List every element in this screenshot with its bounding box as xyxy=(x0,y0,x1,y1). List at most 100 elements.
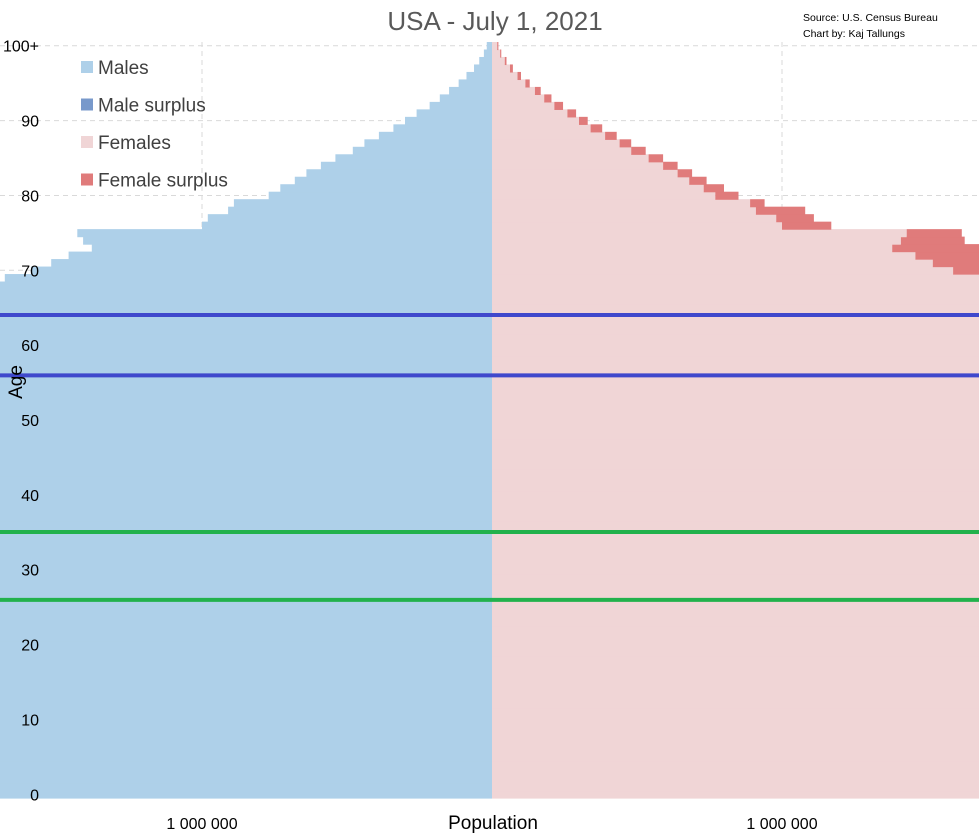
male-bar xyxy=(0,289,492,298)
female-bar xyxy=(492,498,979,507)
female-bar xyxy=(492,431,979,440)
female-bar xyxy=(492,521,979,530)
male-bar xyxy=(0,565,493,575)
male-bar xyxy=(479,56,492,66)
male-bar xyxy=(0,678,493,687)
female-bar xyxy=(492,139,620,148)
female-bar xyxy=(492,618,979,627)
male-bar xyxy=(439,94,492,103)
female-bar xyxy=(492,663,979,672)
male-bar xyxy=(0,768,492,777)
annotation-ellipse xyxy=(0,312,979,378)
male-bar xyxy=(268,191,492,200)
male-bar xyxy=(0,760,493,769)
male-bar xyxy=(0,378,493,387)
female-bar xyxy=(492,303,979,313)
male-bar xyxy=(0,356,493,365)
female-surplus-bar xyxy=(776,214,814,223)
female-bar xyxy=(492,109,568,118)
male-bar xyxy=(0,738,492,747)
female-bar xyxy=(492,341,979,350)
female-bar xyxy=(492,543,979,552)
female-bar xyxy=(492,191,716,200)
male-bar xyxy=(0,513,492,522)
male-bar xyxy=(0,640,492,649)
legend-label: Males xyxy=(98,58,149,79)
female-bar xyxy=(492,760,979,769)
female-bar xyxy=(492,244,893,253)
bars xyxy=(0,42,979,799)
y-tick-label: 90 xyxy=(21,114,39,131)
female-bar xyxy=(492,438,979,447)
male-bar xyxy=(0,753,492,762)
female-bar xyxy=(492,423,979,432)
female-bar xyxy=(492,715,979,724)
female-bar xyxy=(492,86,535,95)
female-bar xyxy=(492,491,979,500)
male-bar xyxy=(0,610,492,619)
female-surplus-bar xyxy=(509,64,513,73)
female-bar xyxy=(492,266,954,275)
female-bar xyxy=(492,184,704,193)
female-bar xyxy=(492,536,979,545)
male-bar xyxy=(0,281,492,290)
female-surplus-bar xyxy=(579,116,588,125)
female-bar xyxy=(492,79,526,88)
female-bar xyxy=(492,730,979,739)
male-bar xyxy=(0,625,492,634)
female-bar xyxy=(492,708,979,717)
male-bar xyxy=(0,670,492,679)
female-bar xyxy=(492,476,979,485)
male-bar xyxy=(466,71,492,81)
male-bar xyxy=(0,491,492,500)
y-tick-label: 80 xyxy=(21,188,39,205)
female-surplus-bar xyxy=(900,236,965,245)
female-bar xyxy=(492,483,979,492)
y-tick-label: 70 xyxy=(21,263,39,280)
male-bar xyxy=(486,42,492,51)
y-tick-label: 0 xyxy=(30,787,39,804)
female-bar xyxy=(492,318,979,328)
male-bar xyxy=(405,116,492,125)
female-bar xyxy=(492,326,979,335)
female-bar xyxy=(492,348,979,357)
female-bar xyxy=(492,124,591,133)
female-bar xyxy=(492,558,979,567)
female-bar xyxy=(492,723,979,732)
male-bar xyxy=(0,603,493,612)
y-tick-label: 60 xyxy=(21,338,39,355)
x-axis-label: Population xyxy=(448,813,538,834)
female-bar xyxy=(492,640,979,649)
female-bar xyxy=(492,206,756,215)
female-surplus-bar xyxy=(689,176,707,185)
male-bar xyxy=(228,206,492,215)
male-bar xyxy=(0,580,492,590)
female-bar xyxy=(492,745,979,754)
male-bar xyxy=(0,588,493,597)
female-surplus-bar xyxy=(953,266,979,275)
male-bar xyxy=(393,124,492,133)
female-bar xyxy=(492,289,979,298)
male-bar xyxy=(233,199,492,208)
male-bar xyxy=(0,461,493,470)
male-bar xyxy=(51,259,492,268)
female-bar xyxy=(492,94,545,103)
female-bar xyxy=(492,386,979,395)
female-bar xyxy=(492,670,979,679)
female-bar xyxy=(492,625,979,634)
male-bar xyxy=(0,341,492,350)
male-bar xyxy=(0,558,492,567)
female-surplus-bar xyxy=(525,79,530,88)
male-bar xyxy=(0,468,492,477)
legend-swatch xyxy=(81,61,93,73)
male-bar xyxy=(0,693,492,702)
male-bar xyxy=(0,453,493,462)
source-note: Source: U.S. Census Bureau xyxy=(803,12,938,24)
male-bar xyxy=(0,303,493,313)
female-bar xyxy=(492,393,979,402)
female-bar xyxy=(492,199,751,208)
female-bar xyxy=(492,693,979,702)
female-bar xyxy=(492,783,979,792)
male-bar xyxy=(449,86,492,95)
female-surplus-bar xyxy=(554,101,564,110)
